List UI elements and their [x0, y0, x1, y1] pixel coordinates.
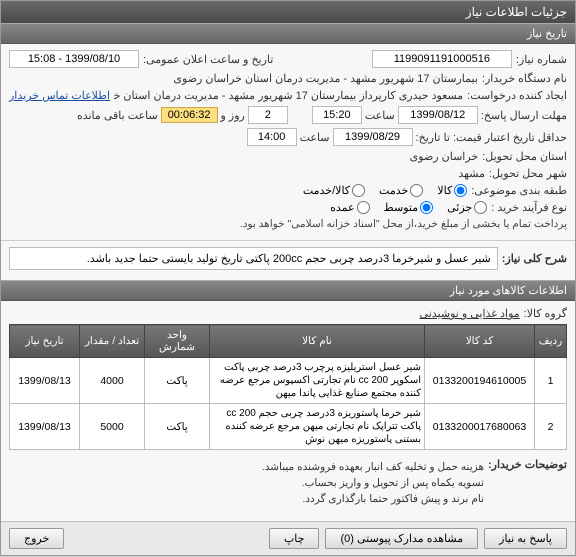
- need-no-label: شماره نیاز:: [516, 53, 567, 66]
- buyer-note-line-2: تسویه یکماه پس از تحویل و واریز بحساب.: [9, 476, 484, 492]
- buy-note: پرداخت تمام یا بخشی از مبلغ خرید،از محل …: [240, 218, 567, 230]
- radio-service-input[interactable]: [410, 184, 423, 197]
- remain-label: ساعت باقی مانده: [77, 109, 158, 122]
- attachments-button[interactable]: مشاهده مدارک پیوستی (0): [325, 528, 478, 549]
- radio-large[interactable]: عمده: [330, 201, 369, 214]
- group-label: گروه کالا:: [524, 307, 567, 320]
- announce-label: تاریخ و ساعت اعلان عمومی:: [143, 53, 273, 66]
- at-label-2: ساعت: [300, 131, 330, 144]
- th-qty: تعداد / مقدار: [80, 325, 145, 358]
- radio-medium-label: متوسط: [384, 201, 419, 214]
- table-row: 20133200017680063شیر خرما پاستوریزه 3درص…: [10, 404, 567, 450]
- valid-time: 14:00: [247, 128, 297, 146]
- city-value: مشهد: [458, 167, 485, 180]
- th-unit: واحد شمارش: [145, 325, 210, 358]
- buyer-org-value: بیمارستان 17 شهریور مشهد - مدیریت درمان …: [173, 72, 478, 85]
- deadline-date: 1399/08/12: [398, 106, 478, 124]
- cell-name: شیر عسل استریلیزه پرچرب 3درصد چربی پاکت …: [210, 358, 425, 404]
- cell-qty: 5000: [80, 404, 145, 450]
- deadline-time: 15:20: [312, 106, 362, 124]
- th-date: تاریخ نیاز: [10, 325, 80, 358]
- days-left: 2: [248, 106, 288, 124]
- radio-service[interactable]: خدمت: [379, 184, 423, 197]
- general-desc-label: شرح کلی نیاز:: [502, 252, 567, 265]
- radio-small-label: جزئی: [447, 201, 472, 214]
- deadline-label: مهلت ارسال پاسخ:: [481, 109, 567, 122]
- form-area-main: شماره نیاز: 1199091191000516 تاریخ و ساع…: [1, 44, 575, 240]
- buyer-org-label: نام دستگاه خریدار:: [482, 72, 567, 85]
- footer-bar: پاسخ به نیاز مشاهده مدارک پیوستی (0) چاپ…: [1, 521, 575, 555]
- section-items-label: اطلاعات کالاهای مورد نیاز: [450, 285, 567, 297]
- print-button[interactable]: چاپ: [269, 528, 320, 549]
- radio-medium-input[interactable]: [420, 201, 433, 214]
- radio-service-label: خدمت: [379, 184, 408, 197]
- window-title: جزئیات اطلاعات نیاز: [466, 5, 567, 19]
- valid-date: 1399/08/29: [333, 128, 413, 146]
- radio-goods-input[interactable]: [454, 184, 467, 197]
- radio-goods-label: کالا: [437, 184, 452, 197]
- buyer-notes-text: هزینه حمل و تخلیه کف انبار بعهده فروشنده…: [9, 456, 484, 511]
- section-history-label: تاریخ نیاز: [527, 28, 567, 40]
- cell-code: 0133200194610005: [425, 358, 535, 404]
- cell-idx: 2: [535, 404, 567, 450]
- cell-idx: 1: [535, 358, 567, 404]
- radio-goods-service[interactable]: کالا/خدمت: [303, 184, 365, 197]
- radio-small[interactable]: جزئی: [447, 201, 487, 214]
- city-label: شهر محل تحویل:: [489, 167, 567, 180]
- radio-large-label: عمده: [330, 201, 354, 214]
- countdown-timer: 00:06:32: [161, 107, 218, 123]
- buy-type-label: نوع فرآیند خرید :: [491, 201, 567, 214]
- cell-qty: 4000: [80, 358, 145, 404]
- th-name: نام کالا: [210, 325, 425, 358]
- th-row: ردیف: [535, 325, 567, 358]
- province-label: استان محل تحویل:: [482, 150, 567, 163]
- creator-value: مسعود حیدری کارپرداز بیمارستان 17 شهریور…: [114, 89, 463, 102]
- buyer-note-line-1: هزینه حمل و تخلیه کف انبار بعهده فروشنده…: [9, 460, 484, 476]
- valid-until-label: حداقل تاریخ اعتبار قیمت: تا تاریخ:: [416, 131, 567, 144]
- province-value: خراسان رضوی: [410, 150, 479, 163]
- cell-name: شیر خرما پاستوریزه 3درصد چربی حجم 200 cc…: [210, 404, 425, 450]
- section-history: تاریخ نیاز: [1, 23, 575, 44]
- cell-code: 0133200017680063: [425, 404, 535, 450]
- group-value: مواد غذایی و نوشیدنی: [420, 307, 520, 320]
- creator-label: ایجاد کننده درخواست:: [467, 89, 567, 102]
- cell-date: 1399/08/13: [10, 404, 80, 450]
- cell-unit: پاکت: [145, 358, 210, 404]
- contact-link[interactable]: اطلاعات تماس خریدار: [9, 89, 110, 102]
- table-header-row: ردیف کد کالا نام کالا واحد شمارش تعداد /…: [10, 325, 567, 358]
- days-label: روز و: [221, 109, 245, 122]
- subject-cat-label: طبقه بندی موضوعی:: [471, 184, 567, 197]
- need-no-value: 1199091191000516: [372, 50, 512, 68]
- radio-medium[interactable]: متوسط: [384, 201, 434, 214]
- at-label-1: ساعت: [365, 109, 395, 122]
- radio-goods-service-label: کالا/خدمت: [303, 184, 350, 197]
- cell-date: 1399/08/13: [10, 358, 80, 404]
- th-code: کد کالا: [425, 325, 535, 358]
- table-row: 10133200194610005شیر عسل استریلیزه پرچرب…: [10, 358, 567, 404]
- radio-large-input[interactable]: [357, 201, 370, 214]
- reply-button[interactable]: پاسخ به نیاز: [484, 528, 567, 549]
- buyer-note-line-3: نام برند و پیش فاکتور حتما بارگذاری گردد…: [9, 492, 484, 508]
- exit-button[interactable]: خروج: [9, 528, 64, 549]
- window: جزئیات اطلاعات نیاز تاریخ نیاز شماره نیا…: [0, 0, 576, 556]
- buyer-notes-label: توضیحات خریدار:: [488, 456, 567, 471]
- window-titlebar: جزئیات اطلاعات نیاز: [1, 1, 575, 23]
- cell-unit: پاکت: [145, 404, 210, 450]
- general-desc-value: شیر عسل و شیرخرما 3درصد چربی حجم 200cc پ…: [9, 247, 498, 270]
- section-items: اطلاعات کالاهای مورد نیاز: [1, 280, 575, 301]
- announce-value: 1399/08/10 - 15:08: [9, 50, 139, 68]
- radio-small-input[interactable]: [474, 201, 487, 214]
- items-table: ردیف کد کالا نام کالا واحد شمارش تعداد /…: [9, 324, 567, 450]
- radio-goods[interactable]: کالا: [437, 184, 467, 197]
- radio-goods-service-input[interactable]: [352, 184, 365, 197]
